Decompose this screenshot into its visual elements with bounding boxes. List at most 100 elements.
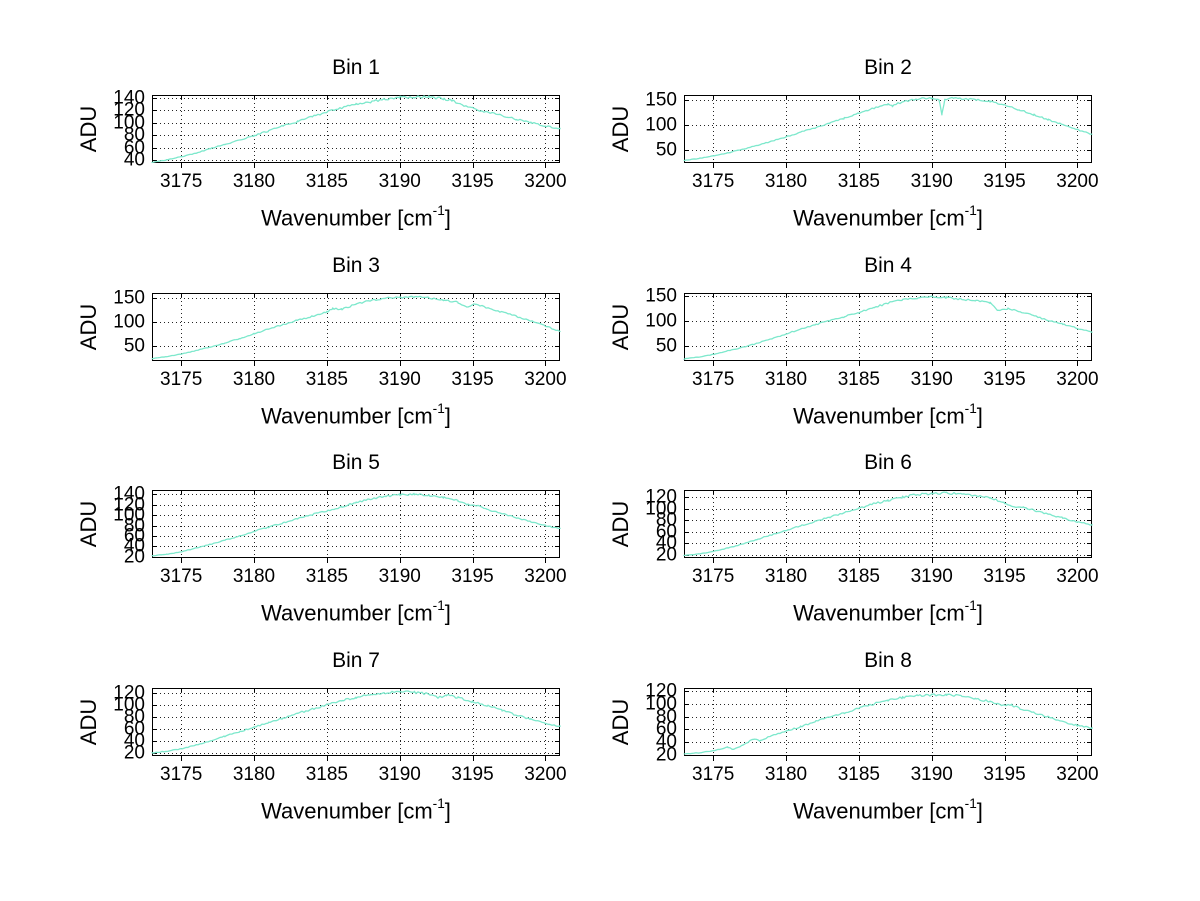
x-tick-label: 3200 <box>524 369 567 390</box>
x-tick-label: 3175 <box>692 764 735 785</box>
x-axis-label: Wavenumber [cm-1] <box>793 596 983 625</box>
y-tick-label: 20 <box>655 744 677 766</box>
x-axis-label-suffix: ] <box>444 403 451 429</box>
x-axis-label-superscript: -1 <box>432 597 445 613</box>
y-tick-label: 60 <box>655 718 677 740</box>
axes-box <box>151 95 561 168</box>
x-axis-label-suffix: ] <box>976 798 983 824</box>
axes-frame <box>684 490 1092 558</box>
x-tick-label: 3190 <box>378 171 421 192</box>
x-tick-label: 3195 <box>451 369 494 390</box>
spectrum-line <box>151 690 561 754</box>
x-tick-label: 3185 <box>837 764 880 785</box>
spectrum-line <box>151 95 561 164</box>
x-axis-label-suffix: ] <box>976 600 983 626</box>
x-tick-label: 3175 <box>160 369 203 390</box>
x-axis-label-superscript: -1 <box>432 400 445 416</box>
y-tick-label: 120 <box>645 680 677 702</box>
subplot-bin-4: Bin 4 ADU Wavenumber [cm-1] 3175 3180 3185… <box>608 254 1099 428</box>
y-axis-label: ADU <box>608 303 633 351</box>
plot-area <box>683 688 1093 761</box>
spectrum-line <box>683 693 1093 755</box>
x-axis-label-text: Wavenumber [cm <box>261 798 433 824</box>
axes-box <box>683 490 1093 563</box>
y-axis-label: ADU <box>76 105 101 153</box>
subplot-title: Bin 6 <box>864 451 912 474</box>
y-tick-label: 40 <box>655 532 677 554</box>
y-tick-label: 40 <box>123 535 145 557</box>
x-tick-label: 3175 <box>160 171 203 192</box>
x-tick-label: 3175 <box>160 566 203 587</box>
x-axis-label-text: Wavenumber [cm <box>261 600 433 626</box>
x-tick-label: 3185 <box>837 369 880 390</box>
y-tick-label: 20 <box>123 742 145 764</box>
x-tick-label: 3185 <box>837 566 880 587</box>
x-tick-label: 3195 <box>451 566 494 587</box>
subplot-title: Bin 7 <box>332 649 380 672</box>
x-axis-label-suffix: ] <box>444 205 451 231</box>
spectrum-line <box>151 492 561 557</box>
y-tick-label: 100 <box>645 310 677 332</box>
x-tick-label: 3190 <box>378 764 421 785</box>
x-axis-label-superscript: -1 <box>964 202 977 218</box>
y-tick-label: 60 <box>123 718 145 740</box>
axes-box <box>683 688 1093 761</box>
y-tick-label: 100 <box>113 311 145 333</box>
axes-frame <box>684 95 1092 163</box>
axes-box <box>683 293 1093 366</box>
y-tick-label: 80 <box>655 509 677 531</box>
x-tick-label: 3200 <box>524 566 567 587</box>
x-tick-label: 3200 <box>1056 566 1099 587</box>
y-axis-label: ADU <box>608 698 633 746</box>
y-tick-label: 60 <box>123 137 145 159</box>
spectrum-line <box>683 295 1093 360</box>
x-axis-label-text: Wavenumber [cm <box>793 205 965 231</box>
y-tick-label: 150 <box>645 89 677 111</box>
y-tick-label: 60 <box>655 521 677 543</box>
x-tick-label: 3185 <box>837 171 880 192</box>
y-tick-label: 20 <box>123 546 145 568</box>
x-tick-label: 3185 <box>305 171 348 192</box>
axes-frame <box>152 293 560 361</box>
y-tick-label: 100 <box>113 504 145 526</box>
plot-area <box>151 293 561 366</box>
x-axis-label-text: Wavenumber [cm <box>793 600 965 626</box>
spectrum-line <box>683 96 1093 162</box>
subplot-title: Bin 1 <box>332 56 380 79</box>
x-tick-label: 3180 <box>232 566 276 587</box>
y-tick-label: 50 <box>123 335 145 357</box>
x-axis-label-text: Wavenumber [cm <box>261 403 433 429</box>
y-tick-label: 120 <box>645 486 677 508</box>
subplot-bin-3: Bin 3 ADU Wavenumber [cm-1] 3175 3180 3185… <box>76 254 567 428</box>
x-tick-label: 3190 <box>910 171 953 192</box>
y-tick-label: 80 <box>655 706 677 728</box>
x-tick-label: 3180 <box>764 764 808 785</box>
y-tick-label: 40 <box>123 730 145 752</box>
plot-area <box>151 490 561 563</box>
y-tick-label: 40 <box>123 149 145 171</box>
x-tick-label: 3180 <box>232 369 276 390</box>
spectrum-line <box>683 491 1093 557</box>
x-axis-label: Wavenumber [cm-1] <box>261 399 451 428</box>
x-tick-label: 3200 <box>1056 764 1099 785</box>
subplot-title: Bin 8 <box>864 649 912 672</box>
y-tick-label: 60 <box>123 525 145 547</box>
x-tick-label: 3180 <box>764 171 808 192</box>
x-axis-label-suffix: ] <box>444 798 451 824</box>
x-tick-label: 3180 <box>764 566 808 587</box>
x-tick-label: 3185 <box>305 369 348 390</box>
x-tick-label: 3200 <box>524 171 567 192</box>
y-axis-label: ADU <box>76 698 101 746</box>
y-tick-label: 150 <box>645 285 677 307</box>
y-tick-label: 140 <box>113 483 145 505</box>
x-axis-label-text: Wavenumber [cm <box>793 403 965 429</box>
axes-frame <box>152 95 560 163</box>
plot-area <box>683 490 1093 563</box>
plot-area <box>151 95 561 168</box>
y-tick-label: 80 <box>123 515 145 537</box>
subplot-bin-2: Bin 2 ADU Wavenumber [cm-1] 3175 3180 3185… <box>608 56 1099 230</box>
x-tick-label: 3180 <box>232 764 276 785</box>
y-tick-label: 80 <box>123 706 145 728</box>
x-axis-label: Wavenumber [cm-1] <box>261 596 451 625</box>
axes-frame <box>152 490 560 558</box>
